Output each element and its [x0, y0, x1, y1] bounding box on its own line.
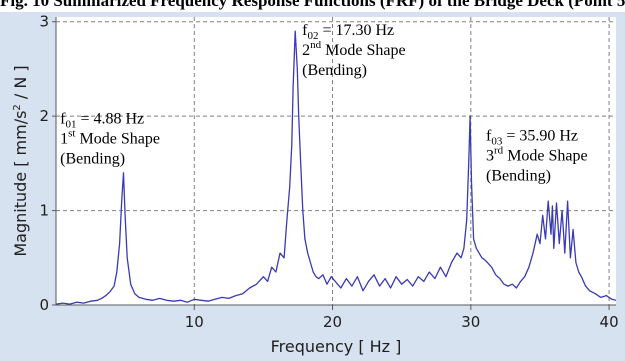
annotation-f01-mode-number: 1	[60, 131, 68, 148]
annotation-f02-mode-type: (Bending)	[302, 62, 367, 79]
annotation-f02: f02 = 17.30 Hz 2nd Mode Shape (Bending)	[302, 22, 405, 79]
annotation-f03-mode-number: 3	[486, 148, 494, 165]
annotation-f01-mode-type: (Bending)	[60, 151, 125, 168]
y-tick-label-0: 0	[39, 296, 49, 314]
x-tick-label-20: 20	[323, 313, 342, 331]
y-tick-label-1: 1	[39, 202, 49, 220]
annotation-f02-mode-number: 2	[302, 42, 310, 59]
figure-caption-strip: Fig. 10 Summarized Frequency Response Fu…	[0, 0, 625, 12]
x-axis-title: Frequency [ Hz ]	[271, 337, 402, 356]
figure-caption: Fig. 10 Summarized Frequency Response Fu…	[0, 0, 625, 10]
annotation-f02-mode-ordinal: nd	[310, 39, 322, 51]
annotation-f01-freq-subscript: 01	[65, 119, 76, 131]
frf-magnitude-line	[56, 30, 616, 305]
y-axis-title-sup: 2	[12, 104, 23, 110]
plot-area	[56, 17, 616, 305]
annotation-f02-freq-value: = 17.30 Hz	[318, 22, 394, 39]
grid	[56, 17, 616, 305]
annotation-f03-freq-value: = 35.90 Hz	[502, 128, 578, 145]
annotation-f01-freq-symbol: f	[60, 111, 66, 128]
annotation-f03-mode-text: Mode Shape	[503, 148, 587, 165]
y-tick-label-3: 3	[39, 13, 49, 31]
annotation-f02-freq-subscript: 02	[307, 30, 318, 42]
annotation-f03-mode-type: (Bending)	[486, 168, 551, 185]
y-axis-title-tail: / N ]	[11, 65, 30, 104]
annotation-f03-freq-symbol: f	[486, 128, 492, 145]
annotation-f01-mode-ordinal: st	[68, 128, 75, 140]
x-tick-label-10: 10	[185, 313, 204, 331]
x-tick-label-40: 40	[600, 313, 619, 331]
y-axis-title-main: Magnitude [ mm/s	[11, 111, 30, 257]
mode-annotations: f01 = 4.88 Hz 1st Mode Shape (Bending)f02 …	[60, 22, 587, 185]
x-tick-label-30: 30	[461, 313, 480, 331]
annotation-f01-mode-text: Mode Shape	[75, 131, 159, 148]
annotation-f03: f03 = 35.90 Hz 3rd Mode Shape (Bending)	[486, 128, 588, 185]
annotation-f01: f01 = 4.88 Hz 1st Mode Shape (Bending)	[60, 111, 160, 168]
y-tick-label-2: 2	[39, 107, 49, 125]
annotation-f03-mode-ordinal: rd	[494, 145, 504, 157]
annotation-f02-freq-symbol: f	[302, 22, 308, 39]
annotation-f01-freq-value: = 4.88 Hz	[76, 111, 144, 128]
y-axis-title: Magnitude [ mm/s2 / N ]	[11, 65, 30, 256]
annotation-f02-mode-text: Mode Shape	[321, 42, 405, 59]
annotation-f03-freq-subscript: 03	[491, 136, 503, 148]
